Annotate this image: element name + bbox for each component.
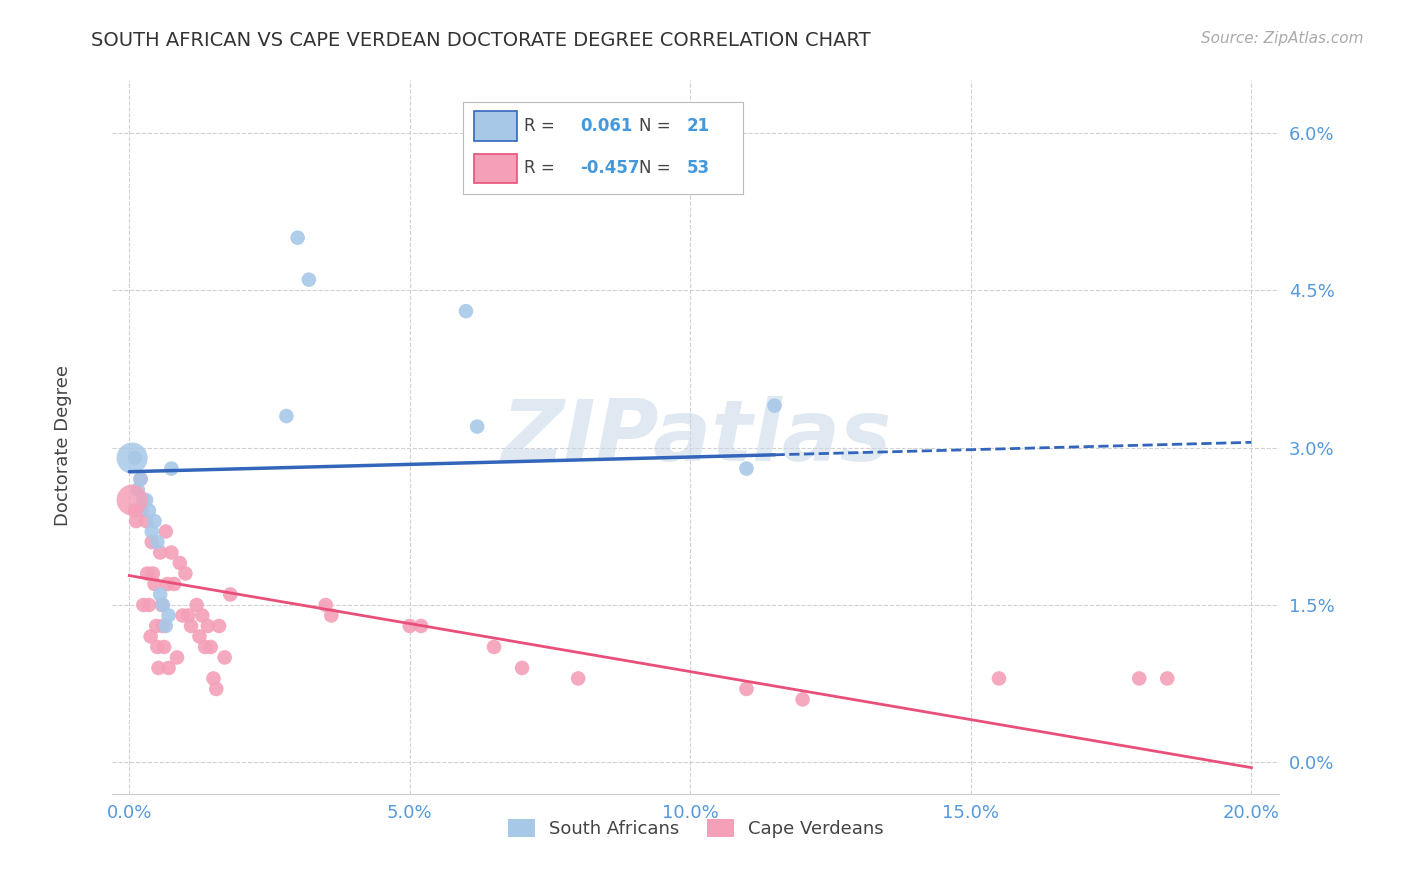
Point (129, 472, 152, 486)
Point (172, 608, 194, 623)
Point (163, 577, 186, 591)
Point (1128, 672, 1150, 686)
Point (155, 619, 177, 633)
Point (125, 514, 148, 528)
Point (169, 556, 191, 570)
Point (321, 608, 343, 623)
Point (219, 587, 242, 601)
Point (143, 577, 166, 591)
Point (315, 598, 337, 612)
Point (208, 619, 231, 633)
Point (205, 681, 228, 696)
Point (197, 619, 219, 633)
Point (146, 535, 169, 549)
Point (121, 493, 143, 508)
Point (142, 566, 165, 581)
Point (160, 461, 183, 475)
Point (135, 493, 157, 508)
Point (143, 514, 166, 528)
Point (132, 598, 155, 612)
Point (121, 451, 143, 466)
Point (398, 619, 420, 633)
Point (150, 598, 173, 612)
Point (214, 650, 236, 665)
Point (146, 640, 169, 654)
Point (763, 399, 786, 413)
Point (131, 503, 153, 517)
Text: Doctorate Degree: Doctorate Degree (55, 366, 72, 526)
Point (145, 619, 167, 633)
Point (139, 630, 162, 644)
Point (735, 461, 758, 475)
Point (186, 598, 208, 612)
Point (132, 493, 155, 508)
Point (465, 419, 488, 434)
Point (1156, 672, 1178, 686)
Point (194, 640, 217, 654)
Point (287, 230, 309, 244)
Legend: South Africans, Cape Verdeans: South Africans, Cape Verdeans (501, 812, 891, 846)
Point (152, 619, 174, 633)
Point (127, 483, 149, 497)
Point (276, 409, 298, 423)
Point (129, 472, 152, 486)
Point (454, 304, 477, 318)
Point (191, 608, 214, 623)
Point (141, 524, 163, 539)
Point (124, 503, 146, 517)
Point (136, 566, 159, 581)
Point (160, 545, 183, 559)
Text: SOUTH AFRICAN VS CAPE VERDEAN DOCTORATE DEGREE CORRELATION CHART: SOUTH AFRICAN VS CAPE VERDEAN DOCTORATE … (91, 31, 870, 50)
Point (141, 535, 163, 549)
Point (482, 640, 505, 654)
Point (409, 619, 432, 633)
Text: ZIPatlas: ZIPatlas (501, 395, 891, 479)
Point (166, 650, 188, 665)
Text: Source: ZipAtlas.com: Source: ZipAtlas.com (1201, 31, 1364, 46)
Point (202, 672, 225, 686)
Point (792, 692, 814, 706)
Point (735, 681, 758, 696)
Point (180, 619, 202, 633)
Point (174, 566, 197, 581)
Point (138, 503, 160, 517)
Point (152, 598, 174, 612)
Point (987, 672, 1010, 686)
Point (510, 661, 533, 675)
Point (567, 672, 589, 686)
Point (135, 514, 157, 528)
Point (148, 661, 170, 675)
Point (188, 630, 211, 644)
Point (155, 524, 177, 539)
Point (149, 587, 172, 601)
Point (157, 608, 180, 623)
Point (177, 608, 200, 623)
Point (138, 598, 160, 612)
Point (200, 640, 222, 654)
Point (156, 577, 179, 591)
Point (298, 273, 321, 287)
Point (153, 640, 176, 654)
Point (149, 545, 172, 559)
Point (157, 661, 180, 675)
Point (124, 451, 146, 466)
